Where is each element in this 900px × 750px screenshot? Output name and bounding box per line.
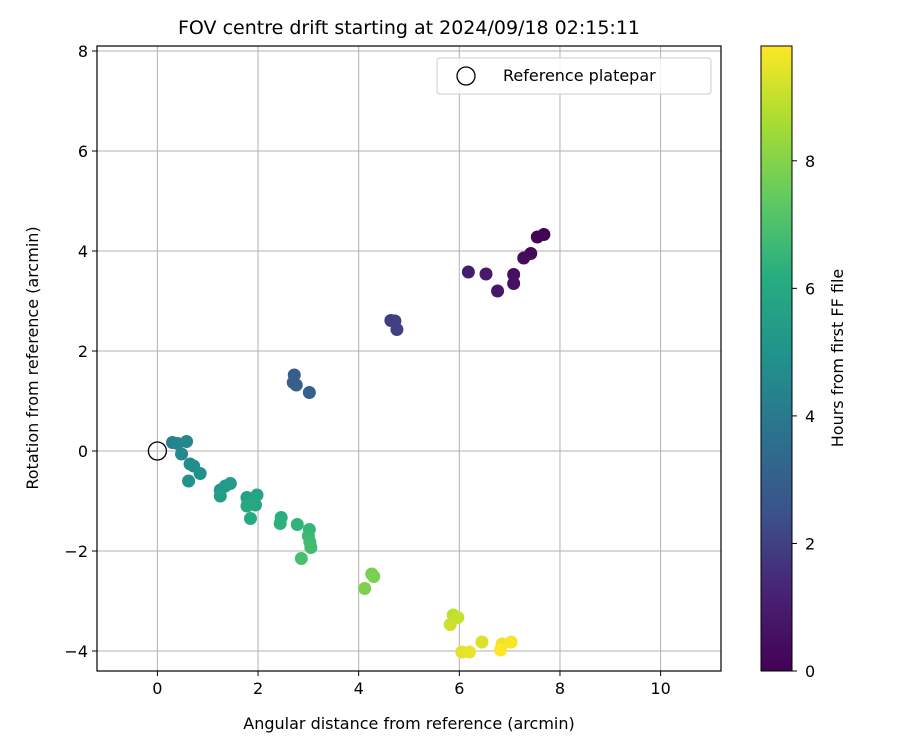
data-point xyxy=(491,284,505,298)
data-points xyxy=(165,228,551,659)
data-point xyxy=(193,467,207,480)
colorbar xyxy=(760,45,793,672)
data-point xyxy=(517,251,531,265)
x-tick-label: 0 xyxy=(152,679,162,698)
data-point xyxy=(273,517,287,530)
data-point xyxy=(475,635,489,649)
plot-frame xyxy=(96,45,722,672)
x-tick-label: 10 xyxy=(650,679,670,698)
legend-entry-label: Reference platepar xyxy=(503,66,656,85)
data-point xyxy=(358,582,372,595)
data-point xyxy=(479,267,493,281)
data-point xyxy=(250,488,264,502)
y-axis-ticks: −4 −2 0 2 4 6 8 xyxy=(64,42,97,661)
data-point xyxy=(213,489,227,503)
data-point xyxy=(390,323,404,336)
data-point xyxy=(243,512,257,525)
data-point xyxy=(507,268,521,281)
x-axis-label: Angular distance from reference (arcmin) xyxy=(243,714,574,733)
colorbar-tick-label: 6 xyxy=(805,279,815,298)
x-tick-label: 6 xyxy=(454,679,464,698)
colorbar-ticks: 0 2 4 6 8 xyxy=(792,152,815,681)
legend-box xyxy=(436,57,712,95)
x-tick-label: 8 xyxy=(555,679,565,698)
data-point xyxy=(504,635,518,649)
y-tick-label: 8 xyxy=(78,42,88,61)
data-point xyxy=(302,386,316,399)
data-point xyxy=(175,447,189,461)
chart-title: FOV centre drift starting at 2024/09/18 … xyxy=(178,17,640,39)
colorbar-label: Hours from first FF file xyxy=(828,269,847,448)
legend-marker xyxy=(456,66,476,86)
x-tick-label: 2 xyxy=(253,679,263,698)
x-tick-label: 4 xyxy=(354,679,364,698)
colorbar-tick-label: 4 xyxy=(805,407,815,426)
data-point xyxy=(462,645,476,659)
y-tick-label: 4 xyxy=(78,242,88,261)
x-axis-ticks: 0 2 4 6 8 10 xyxy=(152,671,671,698)
data-point xyxy=(180,435,194,448)
reference-platepar-marker xyxy=(147,441,168,461)
y-axis-label: Rotation from reference (arcmin) xyxy=(23,226,42,489)
data-point xyxy=(240,499,254,513)
y-tick-label: −2 xyxy=(64,542,88,561)
data-point xyxy=(289,378,303,392)
data-point xyxy=(223,477,237,490)
reference-point xyxy=(147,441,168,461)
data-point xyxy=(304,541,318,554)
data-point xyxy=(461,265,475,279)
y-tick-label: 6 xyxy=(78,142,88,161)
y-tick-label: 0 xyxy=(78,442,88,461)
y-tick-label: 2 xyxy=(78,342,88,361)
data-point xyxy=(367,570,381,583)
colorbar-tick-label: 2 xyxy=(805,534,815,553)
data-point xyxy=(530,230,544,244)
legend: Reference platepar xyxy=(436,57,712,95)
colorbar-tick-label: 0 xyxy=(805,662,815,681)
data-point xyxy=(443,618,457,631)
data-point xyxy=(290,518,304,531)
colorbar-tick-label: 8 xyxy=(805,152,815,171)
data-point xyxy=(294,552,308,565)
grid-lines xyxy=(97,46,721,671)
data-point xyxy=(494,643,508,657)
data-point xyxy=(507,277,521,290)
y-tick-label: −4 xyxy=(64,642,88,661)
data-point xyxy=(182,474,196,488)
